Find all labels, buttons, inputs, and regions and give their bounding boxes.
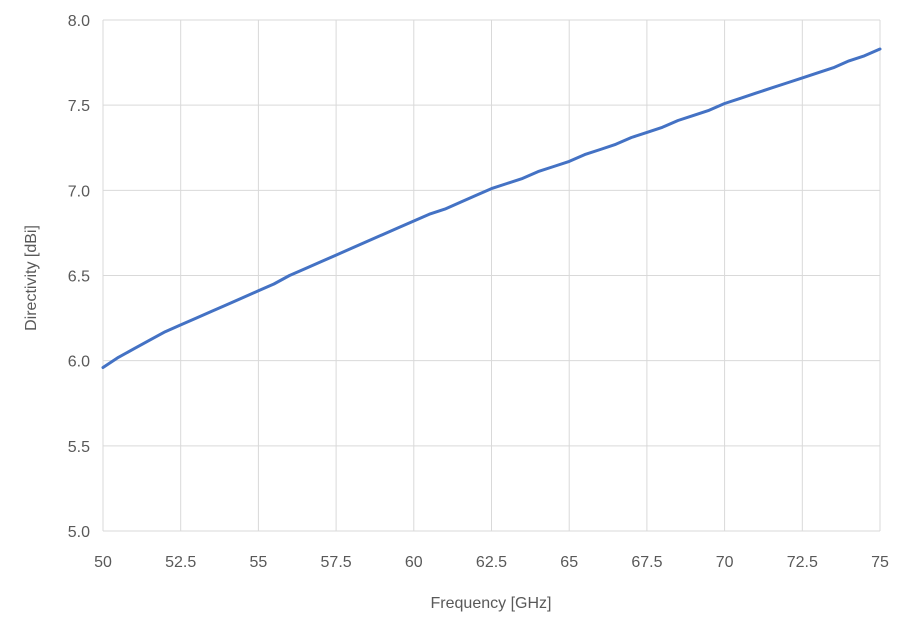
y-tick-label: 5.0 [68,524,90,541]
x-tick-label: 57.5 [321,554,352,571]
x-axis-title: Frequency [GHz] [431,595,552,612]
y-tick-label: 6.0 [68,354,90,371]
x-tick-label: 55 [250,554,268,571]
y-tick-label: 8.0 [68,13,90,30]
x-tick-label: 62.5 [476,554,507,571]
x-tick-label: 67.5 [631,554,662,571]
x-tick-label: 72.5 [787,554,818,571]
series-group [101,47,882,369]
grid [102,19,881,532]
y-tick-label: 5.5 [68,439,90,456]
x-tick-label: 65 [560,554,578,571]
x-tick-label: 75 [871,554,889,571]
y-axis-title: Directivity [dBi] [23,225,40,331]
y-axis-ticks: 5.0 5.5 6.0 6.5 7.0 7.5 8.0 [68,13,90,541]
x-tick-label: 52.5 [165,554,196,571]
x-tick-label: 50 [94,554,112,571]
x-tick-label: 60 [405,554,423,571]
series-line-directivity [101,47,882,369]
x-axis-ticks: 50 52.5 55 57.5 60 62.5 65 67.5 70 72.5 75 [94,554,889,571]
y-tick-label: 6.5 [68,269,90,286]
y-tick-label: 7.0 [68,183,90,200]
y-tick-label: 7.5 [68,98,90,115]
x-tick-label: 70 [716,554,734,571]
